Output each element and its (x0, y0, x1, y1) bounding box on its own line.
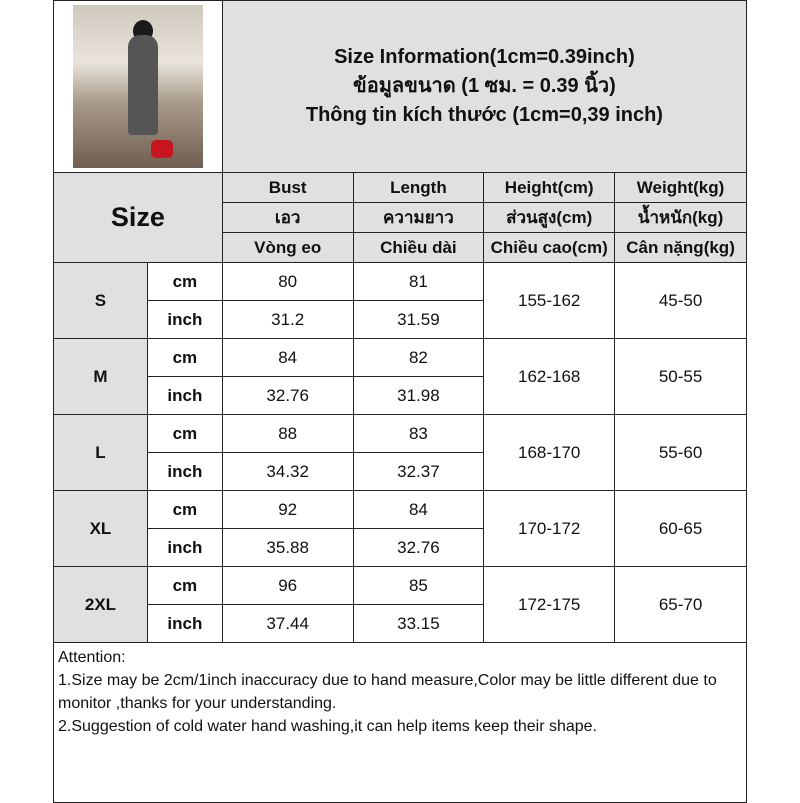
height-range: 155-162 (483, 262, 616, 339)
length-inch: 31.59 (352, 300, 485, 339)
col-header-bust-vi: Vòng eo (221, 232, 354, 263)
height-range: 172-175 (483, 566, 616, 643)
size-label: M (53, 338, 148, 415)
bust-inch: 31.2 (221, 300, 354, 339)
bust-cm: 92 (221, 490, 354, 529)
table-row: inch 35.88 32.76 (54, 528, 747, 567)
height-range: 170-172 (483, 490, 616, 567)
col-header-bust: Bust (221, 172, 354, 203)
col-header-height: Height(cm) (483, 172, 616, 203)
unit-label: inch (146, 300, 223, 339)
weight-range: 50-55 (614, 338, 747, 415)
table-row: 2XL cm 96 85 172-175 65-70 (53, 566, 747, 643)
table-row: M cm 84 82 162-168 50-55 (53, 338, 747, 415)
length-inch: 32.76 (352, 528, 485, 567)
bust-inch: 37.44 (221, 604, 354, 643)
unit-label: cm (146, 262, 223, 301)
length-inch: 33.15 (352, 604, 485, 643)
length-cm: 84 (352, 490, 485, 529)
length-cm: 85 (352, 566, 485, 605)
size-label: L (53, 414, 148, 491)
size-table: Size Information(1cm=0.39inch) ข้อมูลขนา… (53, 0, 748, 803)
size-header: Size (53, 172, 223, 263)
table-row: S cm 80 81 155-162 45-50 (53, 262, 747, 339)
table-row: inch 37.44 33.15 (54, 604, 747, 643)
bust-inch: 35.88 (221, 528, 354, 567)
attention-notes: Attention: 1.Size may be 2cm/1inch inacc… (53, 642, 747, 803)
bust-cm: 84 (221, 338, 354, 377)
length-inch: 32.37 (352, 452, 485, 491)
table-row: inch 32.76 31.98 (54, 376, 747, 415)
table-row: XL cm 92 84 170-172 60-65 (53, 490, 747, 567)
unit-label: cm (146, 338, 223, 377)
col-header-weight-vi: Cân nặng(kg) (614, 232, 747, 263)
col-header-height-vi: Chiều cao(cm) (483, 232, 616, 263)
unit-label: inch (146, 604, 223, 643)
height-range: 162-168 (483, 338, 616, 415)
col-header-bust-th: เอว (221, 202, 354, 233)
length-cm: 81 (352, 262, 485, 301)
col-header-length-th: ความยาว (352, 202, 485, 233)
table-row: inch 31.2 31.59 (54, 300, 747, 339)
table-row: L cm 88 83 168-170 55-60 (53, 414, 747, 491)
note-2: 2.Suggestion of cold water hand washing,… (58, 718, 597, 735)
title-en: Size Information(1cm=0.39inch) (334, 46, 635, 68)
col-header-length-vi: Chiều dài (352, 232, 485, 263)
unit-label: inch (146, 452, 223, 491)
bust-inch: 34.32 (221, 452, 354, 491)
weight-range: 45-50 (614, 262, 747, 339)
title-block: Size Information(1cm=0.39inch) ข้อมูลขนา… (221, 0, 748, 173)
table-row: inch 34.32 32.37 (54, 452, 747, 491)
col-header-height-th: ส่วนสูง(cm) (483, 202, 616, 233)
title-vi: Thông tin kích thước (1cm=0,39 inch) (305, 104, 663, 126)
col-header-weight-th: น้ำหนัก(kg) (614, 202, 747, 233)
height-range: 168-170 (483, 414, 616, 491)
unit-label: inch (146, 528, 223, 567)
length-cm: 82 (352, 338, 485, 377)
unit-label: cm (146, 490, 223, 529)
bust-cm: 96 (221, 566, 354, 605)
length-inch: 31.98 (352, 376, 485, 415)
product-photo (72, 5, 203, 168)
size-label: S (53, 262, 148, 339)
length-cm: 83 (352, 414, 485, 453)
weight-range: 60-65 (614, 490, 747, 567)
size-label: 2XL (53, 566, 148, 643)
unit-label: cm (146, 414, 223, 453)
col-header-length: Length (352, 172, 485, 203)
product-photo-cell (53, 0, 223, 173)
weight-range: 65-70 (614, 566, 747, 643)
bust-cm: 80 (221, 262, 354, 301)
col-header-weight: Weight(kg) (614, 172, 747, 203)
unit-label: inch (146, 376, 223, 415)
title-th: ข้อมูลขนาด (1 ซม. = 0.39 นิ้ว) (353, 75, 616, 97)
bust-inch: 32.76 (221, 376, 354, 415)
size-label: XL (53, 490, 148, 567)
unit-label: cm (146, 566, 223, 605)
weight-range: 55-60 (614, 414, 747, 491)
notes-heading: Attention: (58, 649, 126, 666)
bust-cm: 88 (221, 414, 354, 453)
note-1: 1.Size may be 2cm/1inch inaccuracy due t… (58, 672, 717, 712)
